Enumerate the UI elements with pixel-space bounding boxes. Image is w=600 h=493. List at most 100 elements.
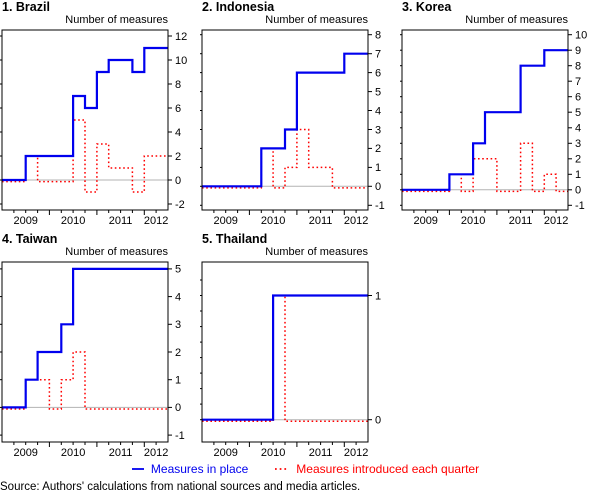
y-tick-label: 0: [175, 402, 181, 414]
series-introduced-line: [402, 142, 568, 193]
solid-line-icon: [131, 468, 144, 470]
series-in-place-line: [2, 267, 168, 409]
x-tick-label: 2012: [344, 215, 368, 227]
y-tick-label: 4: [175, 291, 181, 303]
y-tick-label: 6: [175, 103, 181, 115]
y-tick-label: 12: [175, 31, 187, 43]
y-tick-label: 0: [375, 415, 381, 427]
panel-5-header: 5. Thailand Number of measures: [200, 232, 400, 258]
y-tick-label: 7: [575, 76, 581, 88]
y-tick-label: 5: [175, 264, 181, 276]
legend: Measures in place Measures introduced ea…: [0, 460, 600, 478]
chart-taiwan: -1 0 1 2 3 4 5 2009 2010 2011 2012: [0, 261, 185, 459]
x-tick-label: 2010: [461, 215, 485, 227]
panel-3-yaxis-title: Number of measures: [465, 14, 568, 26]
panel-1-yaxis-title: Number of measures: [65, 14, 168, 26]
x-tick-label: 2012: [144, 215, 168, 227]
y-tick-label: 10: [575, 30, 587, 42]
y-tick-label: -2: [175, 199, 185, 211]
y-tick-label: 1: [575, 169, 581, 181]
series-in-place-line: [202, 294, 368, 421]
chart-indonesia: -1 0 1 2 3 4 5 6 7 8 2009 2010 2011 2012: [200, 29, 385, 227]
y-tick-label: 10: [175, 55, 187, 67]
panel-1-header: 1. Brazil Number of measures: [0, 0, 200, 26]
y-tick-label: 8: [575, 61, 581, 73]
legend-label-in-place: Measures in place: [150, 462, 249, 476]
panel-2-header: 2. Indonesia Number of measures: [200, 0, 400, 26]
series-introduced-line: [202, 128, 368, 189]
legend-item-in-place: Measures in place: [131, 462, 248, 476]
panel-3-title: 3. Korea: [402, 0, 452, 14]
panel-1-brazil: 1. Brazil Number of measures -2 0 2 4 6 8 10 12…: [0, 0, 200, 232]
y-tick-label: -1: [575, 200, 585, 212]
x-tick-label: 2011: [309, 215, 333, 227]
y-tick-label: 2: [375, 143, 381, 155]
x-tick-label: 2012: [544, 215, 568, 227]
x-tick-label: 2010: [261, 447, 285, 459]
x-tick-label: 2011: [109, 447, 133, 459]
y-tick-label: 3: [375, 124, 381, 136]
y-tick-label: 6: [575, 92, 581, 104]
y-tick-label: 2: [175, 151, 181, 163]
y-tick-label: 1: [375, 290, 381, 302]
panel-2-indonesia: 2. Indonesia Number of measures -1 0 1 2 3 4 5…: [200, 0, 400, 232]
panel-empty: [400, 232, 600, 464]
plot-frame: [201, 261, 369, 443]
x-tick-label: 2010: [61, 447, 85, 459]
y-tick-label: 0: [375, 181, 381, 193]
y-tick-label: 1: [175, 375, 181, 387]
series-in-place-line: [2, 46, 168, 182]
panel-5-yaxis-title: Number of measures: [265, 246, 368, 258]
y-tick-label: 4: [375, 105, 381, 117]
panel-3-header: 3. Korea Number of measures: [400, 0, 600, 26]
y-tick-label: 0: [575, 185, 581, 197]
x-tick-label: 2011: [509, 215, 533, 227]
series-in-place-line: [202, 52, 368, 188]
figure: 1. Brazil Number of measures -2 0 2 4 6 8 10 12…: [0, 0, 600, 464]
y-tick-label: 5: [375, 86, 381, 98]
panel-3-korea: 3. Korea Number of measures -1 0 1 2 3 4 5 6 7 8 9…: [400, 0, 600, 232]
plot-frame: [1, 261, 169, 443]
y-tick-label: 6: [375, 67, 381, 79]
figure-row-2: 4. Taiwan Number of measures -1 0 1 2 3 4 5 200…: [0, 232, 600, 464]
x-tick-label: 2009: [213, 215, 237, 227]
legend-label-introduced: Measures introduced each quarter: [296, 462, 480, 476]
panel-2-title: 2. Indonesia: [202, 0, 275, 14]
y-tick-label: 9: [575, 45, 581, 57]
series-introduced-line: [202, 294, 368, 423]
chart-brazil: -2 0 2 4 6 8 10 12 2009 2010 2011 2012: [0, 29, 187, 227]
y-tick-label: -1: [375, 200, 385, 212]
x-tick-label: 2010: [61, 215, 85, 227]
x-tick-label: 2009: [13, 447, 37, 459]
plot-frame: [201, 29, 369, 211]
legend-item-introduced: Measures introduced each quarter: [274, 462, 479, 476]
panel-4-yaxis-title: Number of measures: [65, 246, 168, 258]
y-tick-label: 7: [375, 49, 381, 61]
chart-thailand: 0 1 2009 2010 2011 2012: [200, 261, 381, 459]
source-footnote: Source: Authors' calculations from natio…: [0, 481, 361, 493]
panel-2-yaxis-title: Number of measures: [265, 14, 368, 26]
panel-4-header: 4. Taiwan Number of measures: [0, 232, 200, 258]
panel-5-thailand: 5. Thailand Number of measures 0 1 2009 201…: [200, 232, 400, 464]
chart-korea: -1 0 1 2 3 4 5 6 7 8 9 10 2009 2010 2011 2012: [400, 29, 587, 227]
x-tick-label: 2011: [309, 447, 333, 459]
y-tick-label: 3: [575, 138, 581, 150]
y-tick-label: 0: [175, 175, 181, 187]
y-tick-label: 8: [375, 30, 381, 42]
y-tick-label: 3: [175, 319, 181, 331]
y-tick-label: -1: [175, 430, 185, 442]
x-tick-label: 2009: [213, 447, 237, 459]
dotted-line-icon: [275, 468, 290, 470]
panel-4-title: 4. Taiwan: [2, 232, 58, 246]
x-tick-label: 2012: [144, 447, 168, 459]
plot-frame: [401, 29, 569, 211]
series-in-place-line: [402, 49, 568, 191]
x-tick-label: 2012: [344, 447, 368, 459]
panel-4-taiwan: 4. Taiwan Number of measures -1 0 1 2 3 4 5 200…: [0, 232, 200, 464]
plot-frame: [1, 29, 169, 211]
y-tick-label: 2: [575, 154, 581, 166]
figure-row-1: 1. Brazil Number of measures -2 0 2 4 6 8 10 12…: [0, 0, 600, 232]
x-tick-label: 2011: [109, 215, 133, 227]
y-tick-label: 2: [175, 347, 181, 359]
y-tick-label: 5: [575, 107, 581, 119]
